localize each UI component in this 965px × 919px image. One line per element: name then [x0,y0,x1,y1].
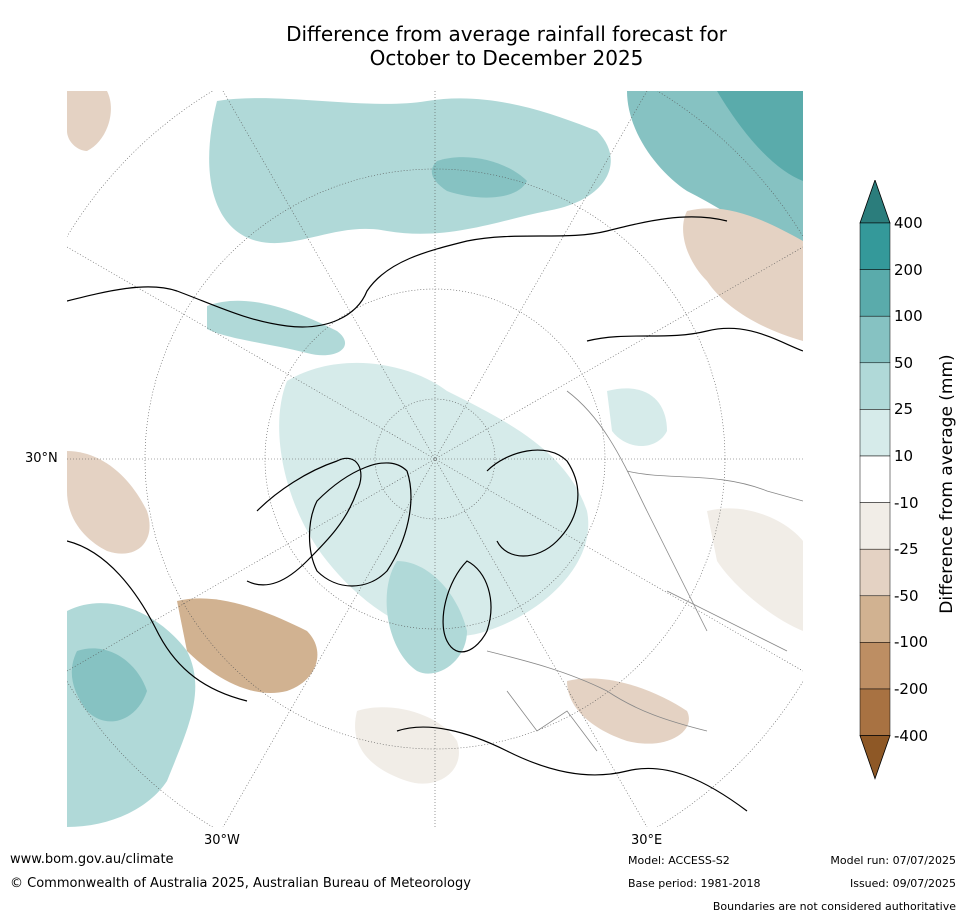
anomaly-fields [67,91,803,827]
copyright: © Commonwealth of Australia 2025, Austra… [10,876,471,891]
colorbar-tick-label: 25 [894,400,914,419]
colorbar-segment [859,688,891,736]
wet-russia [607,388,667,446]
title-line-2: October to December 2025 [369,46,644,70]
bom-url[interactable]: www.bom.gov.au/climate [10,852,174,867]
dry-pacific-nw [67,451,150,554]
wet-north-atlantic-core [431,157,527,198]
colorbar-tick-label: 10 [894,447,914,465]
dry-nw-corner [67,91,111,151]
lat-label-30n: 30°N [25,451,58,466]
colorbar-segment [859,595,891,643]
title-line-1: Difference from average rainfall forecas… [286,22,727,46]
colorbar-tick-label: -200 [894,680,929,698]
map-title: Difference from average rainfall forecas… [0,22,965,70]
colorbar-tick-label: 200 [894,260,923,279]
lon-label-30w: 30°W [204,833,240,848]
dry-west-asia [707,508,803,631]
colorbar-segment [859,548,891,597]
model-run: Model run: 07/07/2025 [830,854,956,867]
colorbar-segment [859,409,891,457]
colorbar-tick-label: -25 [894,540,919,559]
lon-label-30e: 30°E [631,833,663,848]
disclaimer: Boundaries are not considered authoritat… [712,900,956,913]
dry-east-siberia [683,208,803,341]
colorbar-tick-label: -100 [894,633,929,652]
issued-date: Issued: 09/07/2025 [849,877,956,890]
colorbar-segment [859,222,891,270]
colorbar [859,180,891,780]
colorbar-segments [859,180,891,780]
dry-atlantic [355,707,459,784]
colorbar-segment [859,269,891,317]
colorbar-tick-label: 100 [894,307,923,326]
colorbar-segment [859,315,891,364]
country-borders [486,390,803,752]
wet-scandinavia [386,561,467,674]
dry-mediterranean [567,678,689,744]
colorbar-tick-label: 400 [894,214,923,232]
colorbar-tick-label: 50 [894,353,914,372]
wet-pacific-arc [207,300,346,356]
colorbar-segment [859,642,891,690]
colorbar-segment [859,502,891,550]
colorbar-tick-label: -10 [894,493,919,512]
dry-north-america [177,598,318,693]
base-period: Base period: 1981-2018 [628,877,761,890]
coastlines [67,216,803,812]
colorbar-extend-bottom [859,735,891,780]
colorbar-tick-label: -400 [894,726,929,745]
wet-north-atlantic [209,98,611,244]
graticule [67,91,803,827]
colorbar-segment [859,362,891,410]
colorbar-extend-top [859,180,891,224]
rainfall-anomaly-map [67,91,803,827]
wet-arctic-ring [279,362,589,637]
colorbar-segment [859,455,891,503]
wet-west-pacific-core [71,648,147,722]
model-name: Model: ACCESS-S2 [628,854,730,867]
wet-ne-corner-core [717,91,803,181]
colorbar-tick-label: -50 [894,586,919,605]
